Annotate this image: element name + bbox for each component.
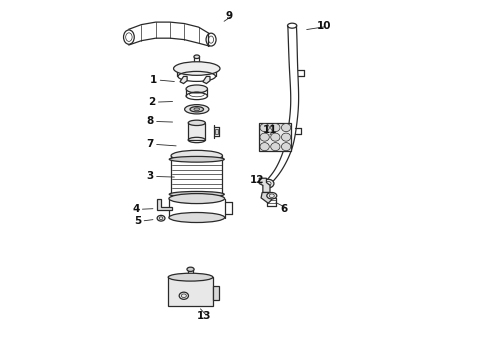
Ellipse shape	[169, 192, 224, 197]
Text: 6: 6	[281, 203, 288, 213]
Bar	[259, 123, 292, 152]
Polygon shape	[157, 199, 172, 210]
Polygon shape	[180, 76, 187, 84]
Ellipse shape	[185, 105, 209, 114]
Ellipse shape	[187, 267, 194, 271]
Text: 2: 2	[148, 97, 156, 107]
Ellipse shape	[168, 273, 213, 281]
Polygon shape	[203, 76, 210, 84]
Text: 7: 7	[147, 139, 154, 149]
Ellipse shape	[188, 120, 205, 126]
Bar	[188, 123, 205, 140]
Ellipse shape	[186, 85, 207, 93]
Ellipse shape	[194, 55, 199, 59]
Ellipse shape	[270, 133, 280, 141]
Text: 13: 13	[196, 311, 211, 321]
Ellipse shape	[270, 143, 280, 151]
Text: 3: 3	[147, 171, 154, 181]
Ellipse shape	[260, 143, 270, 151]
Text: 8: 8	[147, 116, 154, 126]
Bar	[215, 129, 218, 134]
Polygon shape	[259, 178, 270, 193]
Text: 1: 1	[150, 75, 157, 85]
Text: 10: 10	[317, 21, 331, 31]
Ellipse shape	[260, 133, 270, 141]
Ellipse shape	[260, 123, 270, 132]
Text: 12: 12	[250, 175, 265, 185]
Ellipse shape	[270, 123, 280, 132]
Text: 9: 9	[225, 11, 232, 21]
Text: 4: 4	[132, 204, 140, 214]
Ellipse shape	[194, 108, 199, 111]
Ellipse shape	[171, 193, 222, 203]
Ellipse shape	[190, 107, 203, 112]
Text: 5: 5	[134, 216, 142, 226]
Bar	[213, 286, 220, 300]
Ellipse shape	[171, 150, 222, 161]
Ellipse shape	[169, 194, 224, 203]
Ellipse shape	[169, 212, 224, 222]
Polygon shape	[261, 193, 272, 203]
Text: 11: 11	[263, 125, 277, 135]
Ellipse shape	[263, 179, 274, 188]
Ellipse shape	[281, 143, 291, 151]
Ellipse shape	[281, 123, 291, 132]
Ellipse shape	[169, 157, 224, 162]
Ellipse shape	[157, 215, 165, 221]
Ellipse shape	[281, 133, 291, 141]
Ellipse shape	[267, 193, 277, 199]
Ellipse shape	[173, 62, 220, 75]
Bar	[168, 277, 213, 306]
